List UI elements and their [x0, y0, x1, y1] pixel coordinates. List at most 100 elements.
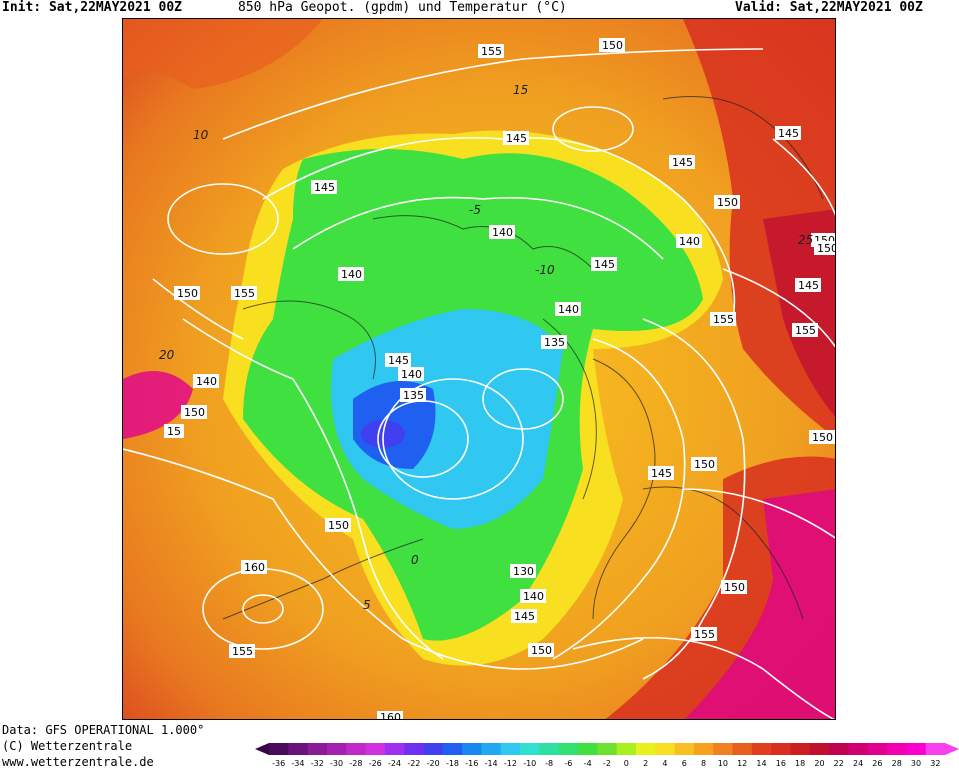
colorbar-tick-label: -4 — [584, 759, 592, 768]
colorbar-tick-label: -8 — [545, 759, 553, 768]
svg-text:145: 145 — [798, 279, 819, 292]
svg-text:155: 155 — [232, 645, 253, 658]
website-link[interactable]: www.wetterzentrale.de — [2, 755, 154, 769]
colorbar-swatch — [790, 743, 811, 755]
geopotential-labels: 155 150 145 145 145 150 140 140 145 150 … — [164, 38, 835, 720]
svg-text:0: 0 — [411, 553, 419, 567]
svg-text:150: 150 — [724, 581, 745, 594]
svg-text:140: 140 — [492, 226, 513, 239]
colorbar-swatch — [288, 743, 309, 755]
map-canvas: 155 150 145 145 145 150 140 140 145 150 … — [123, 19, 835, 720]
colorbar-tick-label: -12 — [504, 759, 517, 768]
isoline-label: 130 — [510, 564, 536, 578]
colorbar-graphic: -36 -34 -32 -30 -28 -26 -24 -22 -20 -18 -16 -14 -12-… — [255, 743, 959, 768]
colorbar-swatch — [616, 743, 637, 755]
svg-text:155: 155 — [234, 287, 255, 300]
colorbar-tick-label: 2 — [643, 759, 648, 768]
svg-text:140: 140 — [679, 235, 700, 248]
temperature-colorbar: -36 -34 -32 -30 -28 -26 -24 -22 -20 -18 -16 -14 -12-… — [255, 742, 959, 768]
colorbar-swatch — [442, 743, 463, 755]
svg-text:150: 150 — [602, 39, 623, 52]
isoline-label: 155 — [710, 312, 736, 326]
colorbar-tick-label: -6 — [564, 759, 572, 768]
colorbar-swatch — [597, 743, 618, 755]
colorbar-swatch — [539, 743, 560, 755]
isoline-label: 140 — [676, 234, 702, 248]
svg-text:150: 150 — [328, 519, 349, 532]
colorbar-swatch — [867, 743, 888, 755]
svg-text:155: 155 — [795, 324, 816, 337]
svg-text:140: 140 — [196, 375, 217, 388]
svg-text:130: 130 — [513, 565, 534, 578]
svg-text:15: 15 — [513, 83, 528, 97]
svg-text:145: 145 — [388, 354, 409, 367]
colorbar-tick-label: 12 — [737, 759, 747, 768]
header-bar: Init: Sat,22MAY2021 00Z 850 hPa Geopot. … — [0, 0, 959, 18]
svg-text:145: 145 — [778, 127, 799, 140]
isoline-label: 150 — [528, 643, 554, 657]
isoline-label: 145 — [511, 609, 537, 623]
colorbar-tick-label: 6 — [682, 759, 687, 768]
svg-text:145: 145 — [651, 467, 672, 480]
isoline-label: 150 — [721, 580, 747, 594]
colorbar-arrow-right — [945, 743, 959, 755]
colorbar-tick-label: 4 — [662, 759, 667, 768]
colorbar-swatch — [693, 743, 714, 755]
colorbar-tick-label: -2 — [603, 759, 611, 768]
colorbar-tick-label: -34 — [291, 759, 304, 768]
colorbar-swatch — [269, 743, 289, 755]
colorbar-swatch — [307, 743, 328, 755]
colorbar-swatch — [520, 743, 540, 755]
svg-text:20: 20 — [159, 348, 175, 362]
isoline-label: 135 — [541, 335, 567, 349]
colorbar-swatch — [481, 743, 502, 755]
colorbar-swatch — [346, 743, 367, 755]
colorbar-tick-label: -28 — [349, 759, 362, 768]
svg-text:5: 5 — [363, 598, 371, 612]
colorbar-swatch — [635, 743, 656, 755]
colorbar-tick-label: 26 — [872, 759, 882, 768]
colorbar-swatch — [655, 743, 676, 755]
colorbar-swatch — [326, 743, 347, 755]
svg-text:150: 150 — [717, 196, 738, 209]
isoline-label: 150 — [325, 518, 351, 532]
isoline-label: 160 — [377, 711, 403, 720]
colorbar-tick-label: 22 — [834, 759, 844, 768]
svg-text:145: 145 — [672, 156, 693, 169]
colorbar-swatch — [829, 743, 849, 755]
isoline-label: 160 — [241, 560, 267, 574]
colorbar-swatch — [771, 743, 791, 755]
colorbar-swatch — [887, 743, 907, 755]
svg-text:25: 25 — [798, 233, 813, 247]
svg-text:160: 160 — [380, 711, 401, 720]
svg-text:160: 160 — [244, 561, 265, 574]
isoline-label: 140 — [193, 374, 219, 388]
svg-text:150: 150 — [694, 458, 715, 471]
svg-text:145: 145 — [514, 610, 535, 623]
isoline-label: 155 — [231, 286, 257, 300]
svg-text:10: 10 — [193, 128, 209, 142]
colorbar-tick-label: 10 — [718, 759, 728, 768]
isoline-label: 150 — [809, 430, 835, 444]
init-time: Init: Sat,22MAY2021 00Z — [2, 0, 183, 15]
svg-text:150: 150 — [177, 287, 198, 300]
svg-text:140: 140 — [401, 368, 422, 381]
svg-text:-10: -10 — [535, 263, 555, 277]
colorbar-swatch — [558, 743, 579, 755]
colorbar-swatch — [384, 743, 405, 755]
svg-text:150: 150 — [812, 431, 833, 444]
colorbar-tick-label: 30 — [911, 759, 921, 768]
colorbar-swatch — [809, 743, 830, 755]
isoline-label: 150 — [814, 241, 835, 255]
colorbar-tick-label: -30 — [330, 759, 343, 768]
hot-region-east — [763, 209, 835, 417]
colorbar-swatch — [713, 743, 734, 755]
valid-time: Valid: Sat,22MAY2021 00Z — [735, 0, 923, 15]
colorbar-swatch — [732, 743, 753, 755]
colorbar-swatch — [365, 743, 386, 755]
temperature-labels: -10 -5 0 5 10 15 20 25 — [159, 83, 813, 612]
svg-text:155: 155 — [481, 45, 502, 58]
svg-text:145: 145 — [314, 181, 335, 194]
isoline-label: 145 — [775, 126, 801, 140]
colorbar-tick-label: 18 — [795, 759, 805, 768]
